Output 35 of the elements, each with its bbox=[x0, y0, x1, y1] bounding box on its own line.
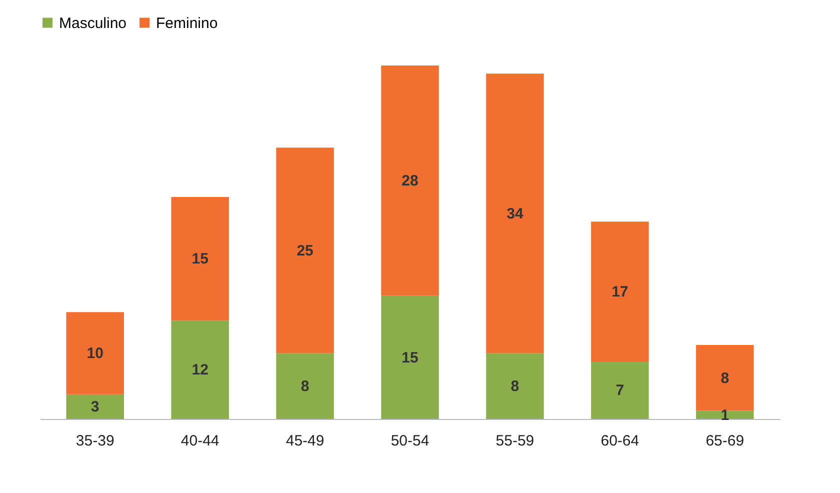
data-label: 3 bbox=[90, 398, 100, 416]
bar bbox=[66, 394, 124, 419]
bar bbox=[276, 148, 334, 354]
data-label: 15 bbox=[192, 250, 208, 268]
bar bbox=[591, 222, 649, 362]
data-label: 17 bbox=[612, 284, 628, 301]
bar bbox=[66, 312, 124, 394]
bar bbox=[381, 65, 439, 296]
bar bbox=[486, 353, 544, 419]
legend-label: Feminino bbox=[156, 14, 218, 32]
bar bbox=[276, 353, 334, 419]
data-label: 8 bbox=[510, 378, 520, 396]
data-label: 28 bbox=[402, 172, 418, 190]
data-label: 25 bbox=[296, 242, 314, 260]
legend-label: Masculino bbox=[59, 14, 127, 32]
bar bbox=[486, 74, 544, 354]
data-label: 7 bbox=[616, 382, 624, 400]
x-tick-label: 40-44 bbox=[180, 432, 220, 450]
bar bbox=[171, 320, 229, 419]
x-tick-label: 55-59 bbox=[496, 432, 534, 450]
bar bbox=[591, 361, 649, 419]
x-tick-label: 60-64 bbox=[600, 432, 640, 450]
data-label: 34 bbox=[506, 205, 524, 222]
bar bbox=[381, 296, 439, 419]
x-tick-label: 65-69 bbox=[706, 432, 744, 450]
data-label: 8 bbox=[300, 378, 310, 396]
bar bbox=[171, 197, 229, 320]
bar bbox=[696, 345, 754, 411]
x-tick-label: 50-54 bbox=[390, 432, 430, 450]
data-label: 15 bbox=[402, 349, 418, 366]
data-label: 12 bbox=[192, 362, 208, 379]
data-label: 10 bbox=[86, 345, 104, 362]
x-tick-label: 35-39 bbox=[76, 432, 114, 450]
data-label: 8 bbox=[720, 370, 730, 387]
x-tick-label: 45-49 bbox=[286, 432, 324, 450]
